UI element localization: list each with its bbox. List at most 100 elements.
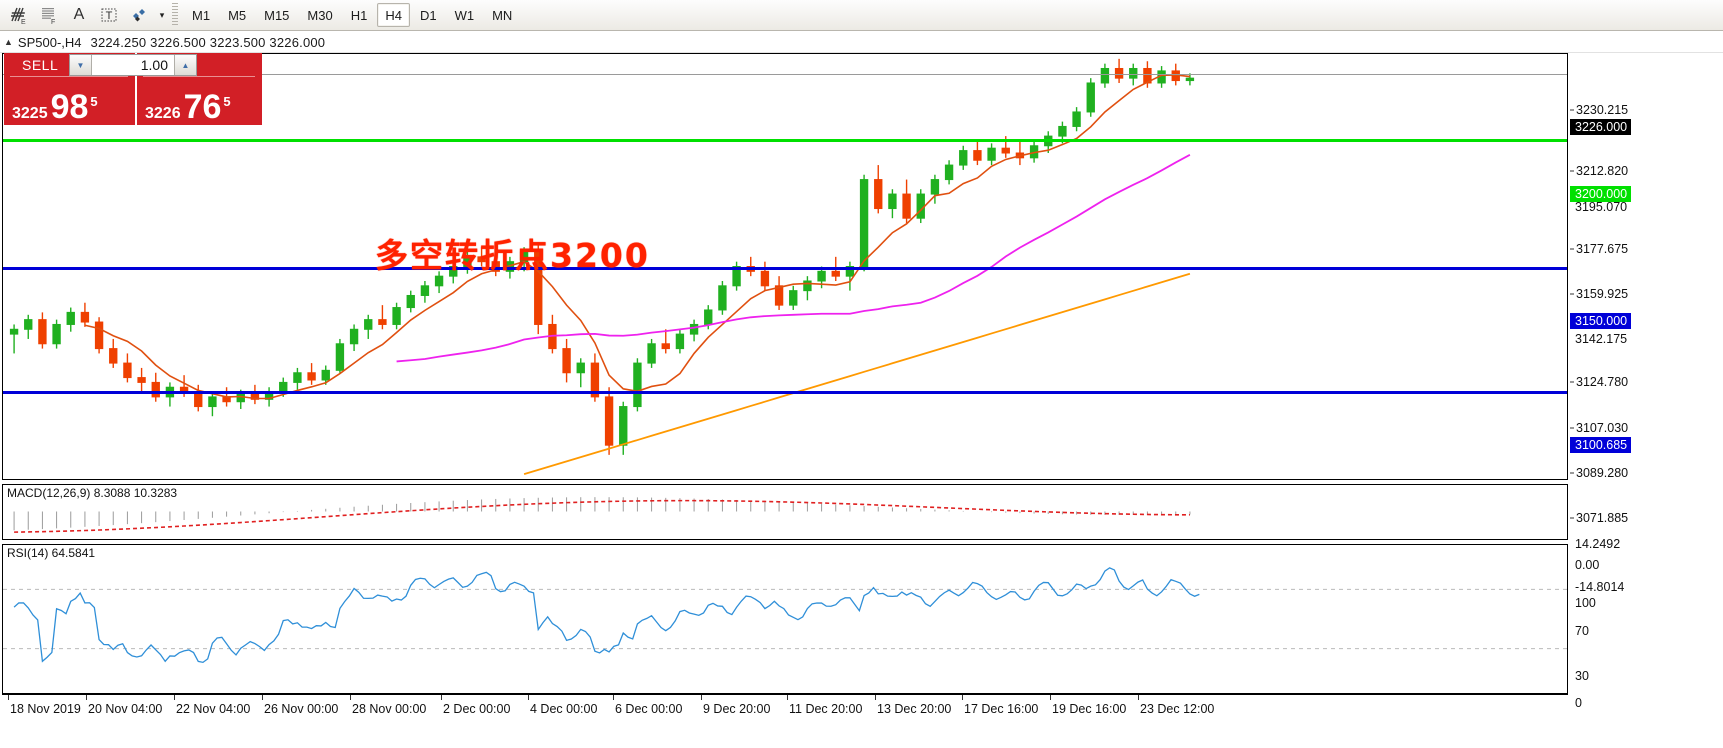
price-axis-tick-label: 3212.820 — [1570, 164, 1628, 178]
macd-pane-inner — [3, 485, 1567, 539]
volume-increment-icon[interactable]: ▲ — [174, 55, 196, 75]
timeframe-h1[interactable]: H1 — [343, 3, 376, 27]
rsi-series — [3, 567, 1567, 664]
price-axis-tick-label: 3159.925 — [1570, 287, 1628, 301]
time-axis-tick — [528, 695, 529, 700]
timeframe-h1-label: H1 — [350, 7, 368, 23]
timeframe-m30-label: M30 — [307, 7, 333, 23]
buy-divider — [143, 76, 255, 77]
svg-text:E: E — [21, 19, 26, 26]
time-axis[interactable]: 18 Nov 2019 20 Nov 04:00 22 Nov 04:00 26 No… — [2, 694, 1568, 746]
sell-price-fraction: 5 — [90, 94, 98, 109]
price-axis-tick-text: 3177.675 — [1576, 242, 1629, 256]
sell-divider — [10, 76, 128, 77]
price-axis-tick-text: 3226.000 — [1575, 120, 1628, 134]
level-line-3200[interactable] — [3, 139, 1567, 142]
rsi-label: RSI(14) 64.5841 — [7, 546, 96, 560]
text-object-icon[interactable]: A — [64, 2, 94, 28]
text-label-icon[interactable]: T — [94, 2, 124, 28]
price-axis-level-badge: 3150.000 — [1570, 313, 1632, 329]
price-axis-tick-label: 3195.070 — [1570, 200, 1627, 214]
price-axis-tick-label: 3142.175 — [1570, 332, 1627, 346]
timeframe-d1[interactable]: D1 — [412, 3, 445, 27]
price-axis-tick-text: 3159.925 — [1576, 287, 1629, 301]
price-axis[interactable]: 3230.215 3226.000 3212.820 3200.000 3195.070… — [1570, 53, 1723, 748]
time-axis-label: 23 Dec 12:00 — [1140, 702, 1215, 716]
objects-icon[interactable] — [124, 2, 154, 28]
price-axis-background — [1568, 53, 1723, 748]
time-axis-tick — [787, 695, 788, 700]
buy-price-big: 3226 — [145, 105, 181, 122]
macd-label: MACD(12,26,9) 8.3088 10.3283 — [7, 486, 178, 500]
price-axis-current-badge: 3226.000 — [1570, 119, 1632, 135]
dropdown-arrow-glyph: ▾ — [159, 9, 165, 20]
macd-axis-tick-label: 0.00 — [1575, 558, 1600, 572]
rsi-pane[interactable]: RSI(14) 64.5841 — [2, 544, 1568, 694]
timeframe-d1-label: D1 — [419, 7, 437, 23]
timeframe-mn[interactable]: MN — [484, 3, 520, 27]
main-toolbar: E F A T ▾ M1 M5 M15 M30 H1 — [0, 0, 1723, 31]
rsi-axis-tick-label: 30 — [1575, 669, 1589, 683]
time-axis-tick — [701, 695, 702, 700]
rsi-pane-inner — [3, 545, 1567, 693]
time-axis-tick — [1138, 695, 1139, 700]
price-axis-tick-text: 3089.280 — [1576, 466, 1629, 480]
time-axis-label: 26 Nov 00:00 — [264, 702, 339, 716]
time-axis-tick — [875, 695, 876, 700]
rsi-axis-tick-label: 0 — [1575, 696, 1582, 710]
text-object-glyph: A — [73, 6, 85, 23]
time-axis-tick — [1050, 695, 1051, 700]
time-axis-label: 22 Nov 04:00 — [176, 702, 251, 716]
volume-stepper[interactable]: ▼ 1.00 ▲ — [69, 54, 197, 76]
time-axis-tick — [86, 695, 87, 700]
level-line-3100[interactable] — [3, 391, 1567, 394]
timeframe-h4[interactable]: H4 — [377, 3, 410, 27]
timeframe-m1-label: M1 — [192, 7, 211, 23]
rsi-axis-tick-label: 100 — [1575, 596, 1596, 610]
indicators-icon[interactable]: E — [4, 2, 34, 28]
time-axis-label: 2 Dec 00:00 — [443, 702, 511, 716]
price-axis-tick-text: 3100.685 — [1575, 438, 1628, 452]
dropdown-arrow-icon[interactable]: ▾ — [154, 2, 170, 28]
time-axis-label: 13 Dec 20:00 — [877, 702, 952, 716]
chart-annotation-text[interactable]: 多空转折点3200 — [375, 236, 650, 275]
time-axis-label: 17 Dec 16:00 — [964, 702, 1039, 716]
time-axis-label: 11 Dec 20:00 — [789, 702, 863, 716]
macd-pane[interactable]: MACD(12,26,9) 8.3088 10.3283 — [2, 484, 1568, 540]
volume-input[interactable]: 1.00 — [92, 55, 174, 75]
collapse-triangle-icon[interactable]: ▲ — [4, 37, 13, 47]
price-axis-tick-label: 3107.030 — [1570, 421, 1628, 435]
price-axis-tick-label: 3177.675 — [1570, 242, 1628, 256]
level-line-3150[interactable] — [3, 267, 1567, 270]
time-axis-label: 28 Nov 00:00 — [352, 702, 427, 716]
price-pane[interactable] — [2, 53, 1568, 480]
price-axis-tick-text: 3071.885 — [1576, 511, 1629, 525]
symbol-info-bar: ▲ SP500-,H4 3224.250 3226.500 3223.500 3… — [0, 32, 1723, 53]
price-axis-tick-label: 3124.780 — [1570, 375, 1628, 389]
time-axis-tick — [8, 695, 9, 700]
timeframe-m15-label: M15 — [264, 7, 290, 23]
time-axis-tick — [441, 695, 442, 700]
macd-series — [13, 497, 1191, 533]
timeframe-m30[interactable]: M30 — [299, 3, 340, 27]
time-axis-label: 9 Dec 20:00 — [703, 702, 771, 716]
timeframe-m1[interactable]: M1 — [184, 3, 218, 27]
timeframe-h4-label: H4 — [385, 7, 402, 23]
macd-axis-tick-label: -14.8014 — [1575, 580, 1625, 594]
price-axis-tick-text: 3195.070 — [1575, 200, 1628, 214]
price-axis-tick-text: 3200.000 — [1575, 187, 1628, 201]
timeframe-m5[interactable]: M5 — [220, 3, 254, 27]
price-pane-inner — [3, 54, 1567, 479]
time-axis-label: 4 Dec 00:00 — [530, 702, 598, 716]
timeframe-m15[interactable]: M15 — [256, 3, 297, 27]
toolbar-grip[interactable] — [172, 3, 178, 27]
timeframe-w1[interactable]: W1 — [447, 3, 483, 27]
time-axis-label: 6 Dec 00:00 — [615, 702, 683, 716]
chart-symbol-label: SP500-,H4 — [17, 34, 82, 50]
time-axis-tick — [350, 695, 351, 700]
price-axis-tick-text: 3124.780 — [1576, 375, 1629, 389]
volume-decrement-icon[interactable]: ▼ — [70, 55, 92, 75]
chart-ohlc-values: 3224.250 3226.500 3223.500 3226.000 — [90, 34, 326, 50]
grid-icon[interactable]: F — [34, 2, 64, 28]
time-axis-label: 20 Nov 04:00 — [88, 702, 163, 716]
